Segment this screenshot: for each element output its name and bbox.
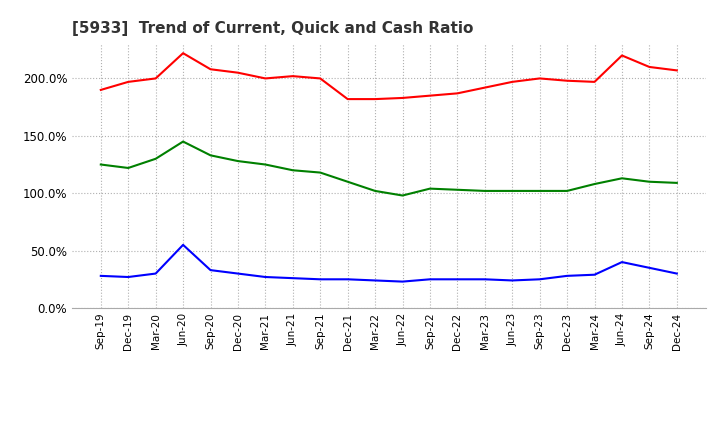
Quick Ratio <box>261 162 270 167</box>
Quick Ratio <box>398 193 407 198</box>
Current Ratio <box>536 76 544 81</box>
Current Ratio <box>672 68 681 73</box>
Cash Ratio <box>426 277 434 282</box>
Cash Ratio <box>453 277 462 282</box>
Quick Ratio <box>563 188 572 194</box>
Cash Ratio <box>233 271 242 276</box>
Current Ratio <box>124 79 132 84</box>
Quick Ratio <box>316 170 325 175</box>
Current Ratio <box>371 96 379 102</box>
Cash Ratio <box>590 272 599 277</box>
Cash Ratio <box>96 273 105 279</box>
Current Ratio <box>426 93 434 98</box>
Line: Quick Ratio: Quick Ratio <box>101 142 677 195</box>
Quick Ratio <box>371 188 379 194</box>
Current Ratio <box>261 76 270 81</box>
Cash Ratio <box>371 278 379 283</box>
Cash Ratio <box>508 278 516 283</box>
Quick Ratio <box>618 176 626 181</box>
Quick Ratio <box>672 180 681 186</box>
Current Ratio <box>206 66 215 72</box>
Quick Ratio <box>151 156 160 161</box>
Quick Ratio <box>124 165 132 171</box>
Cash Ratio <box>645 265 654 271</box>
Quick Ratio <box>508 188 516 194</box>
Current Ratio <box>289 73 297 79</box>
Cash Ratio <box>480 277 489 282</box>
Current Ratio <box>508 79 516 84</box>
Cash Ratio <box>618 260 626 265</box>
Current Ratio <box>563 78 572 83</box>
Cash Ratio <box>398 279 407 284</box>
Current Ratio <box>590 79 599 84</box>
Quick Ratio <box>343 179 352 184</box>
Cash Ratio <box>151 271 160 276</box>
Current Ratio <box>618 53 626 58</box>
Cash Ratio <box>343 277 352 282</box>
Cash Ratio <box>179 242 187 248</box>
Current Ratio <box>343 96 352 102</box>
Current Ratio <box>151 76 160 81</box>
Cash Ratio <box>124 275 132 280</box>
Current Ratio <box>316 76 325 81</box>
Current Ratio <box>179 51 187 56</box>
Cash Ratio <box>672 271 681 276</box>
Current Ratio <box>96 87 105 92</box>
Quick Ratio <box>233 158 242 164</box>
Quick Ratio <box>96 162 105 167</box>
Cash Ratio <box>316 277 325 282</box>
Quick Ratio <box>480 188 489 194</box>
Cash Ratio <box>206 268 215 273</box>
Current Ratio <box>453 91 462 96</box>
Quick Ratio <box>179 139 187 144</box>
Quick Ratio <box>289 168 297 173</box>
Quick Ratio <box>590 181 599 187</box>
Current Ratio <box>480 85 489 90</box>
Cash Ratio <box>536 277 544 282</box>
Current Ratio <box>233 70 242 75</box>
Line: Current Ratio: Current Ratio <box>101 53 677 99</box>
Quick Ratio <box>645 179 654 184</box>
Line: Cash Ratio: Cash Ratio <box>101 245 677 282</box>
Cash Ratio <box>289 275 297 281</box>
Current Ratio <box>645 64 654 70</box>
Quick Ratio <box>536 188 544 194</box>
Quick Ratio <box>206 153 215 158</box>
Cash Ratio <box>261 275 270 280</box>
Quick Ratio <box>453 187 462 192</box>
Current Ratio <box>398 95 407 101</box>
Cash Ratio <box>563 273 572 279</box>
Text: [5933]  Trend of Current, Quick and Cash Ratio: [5933] Trend of Current, Quick and Cash … <box>72 21 473 36</box>
Quick Ratio <box>426 186 434 191</box>
